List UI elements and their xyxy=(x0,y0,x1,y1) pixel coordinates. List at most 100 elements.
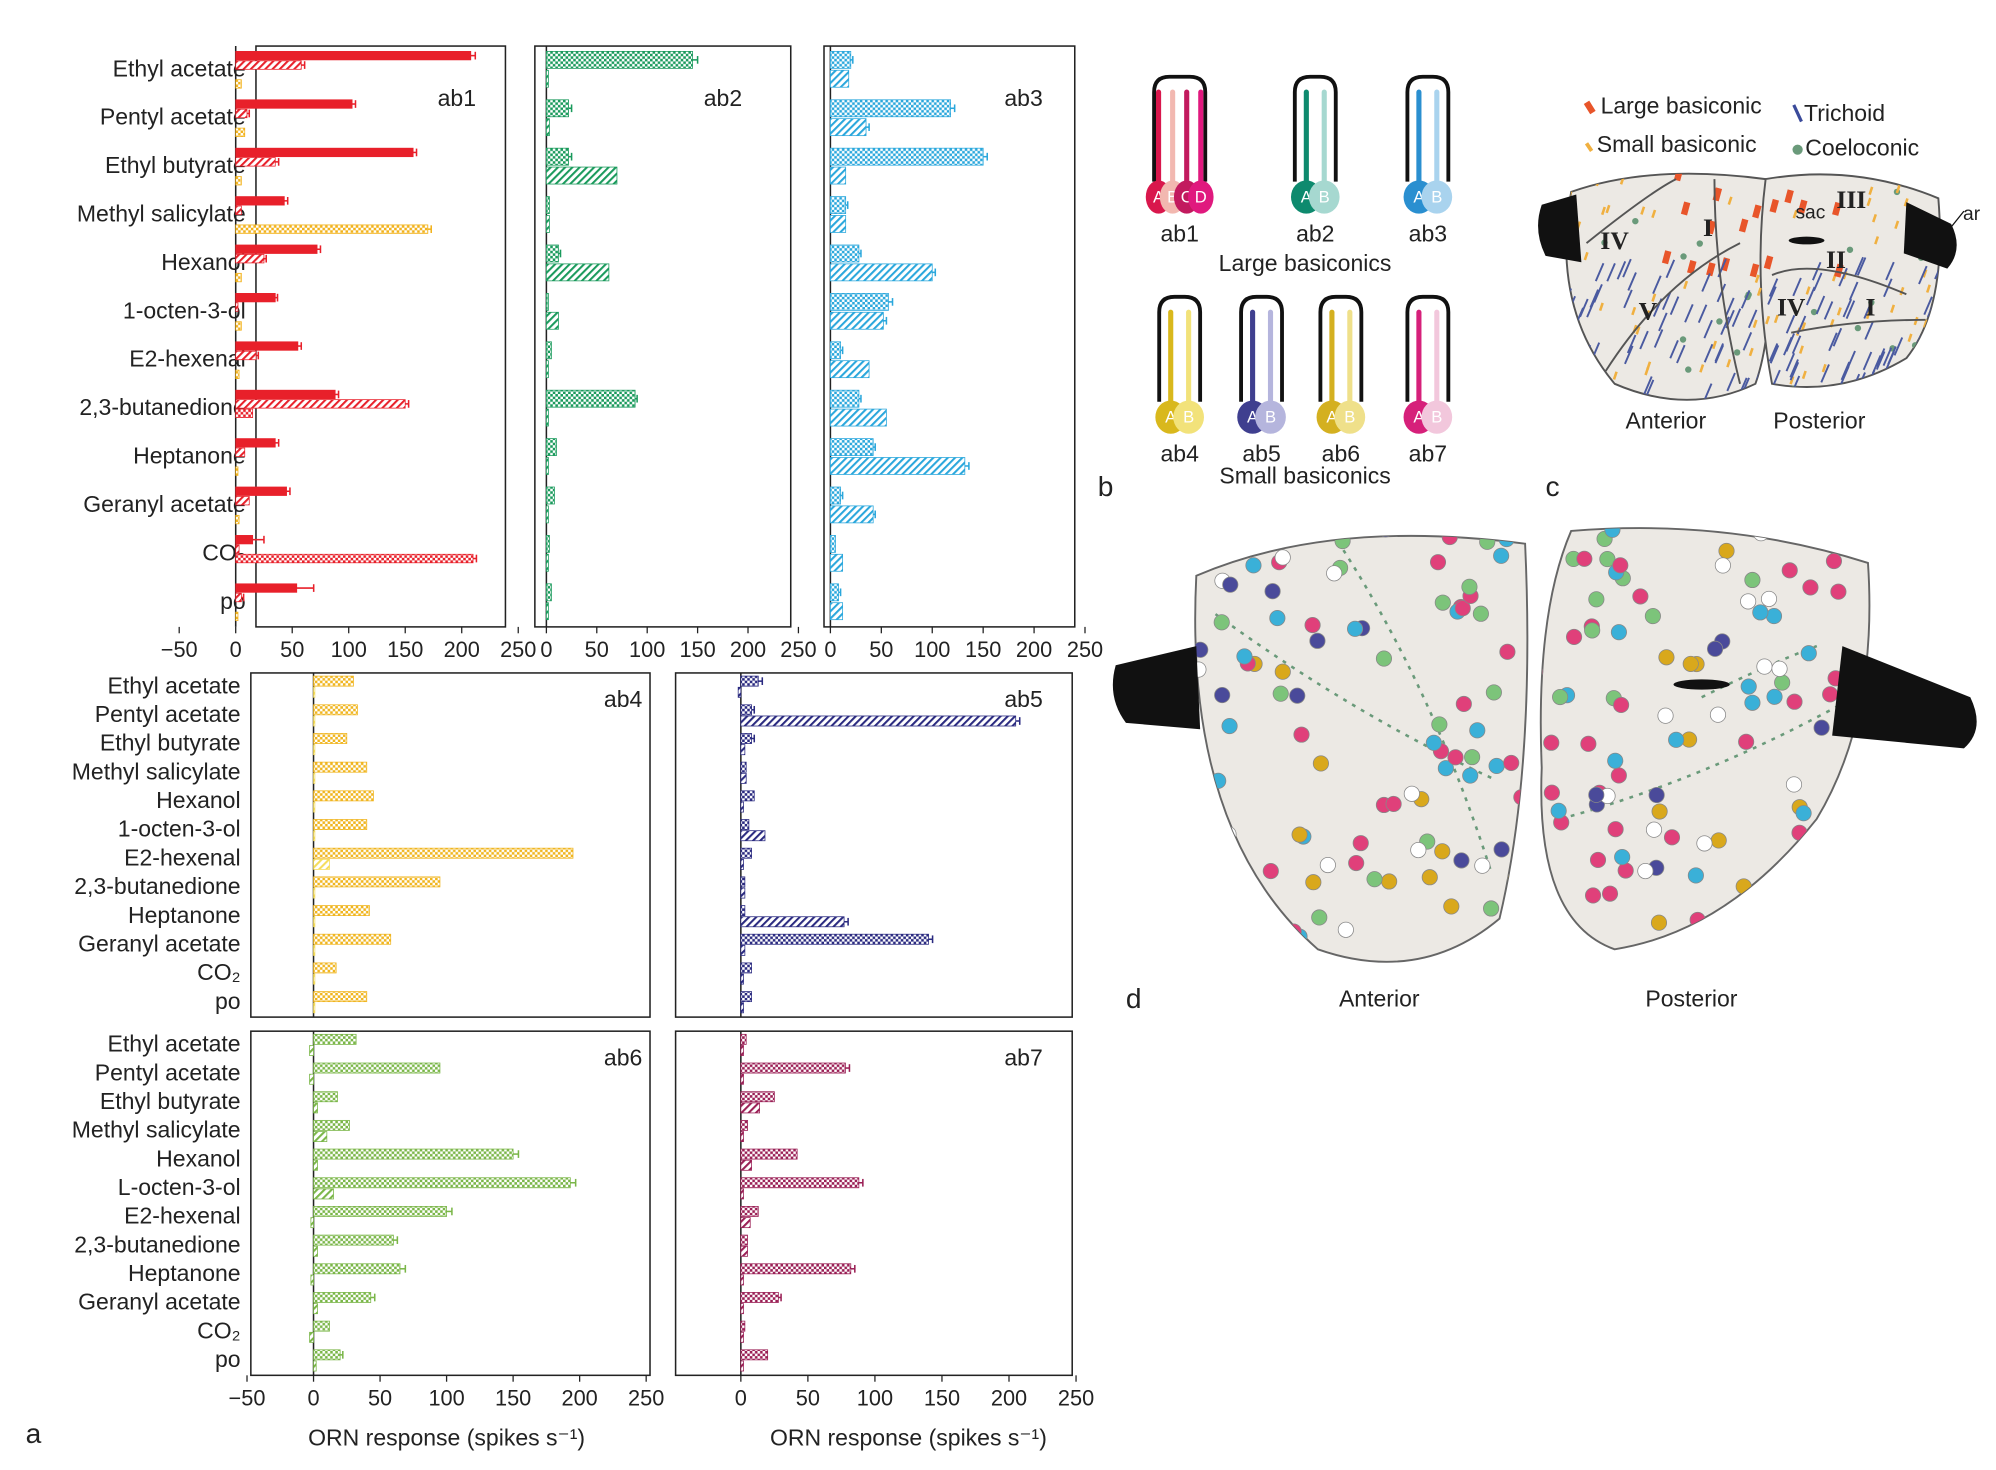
panel-label: b xyxy=(1098,471,1114,502)
x-tick-label: 250 xyxy=(500,637,536,662)
sensillum-wall xyxy=(1152,74,1208,182)
trichoid xyxy=(1658,312,1668,332)
trichoid xyxy=(1726,372,1736,392)
category-label: Ethyl acetate xyxy=(113,55,246,81)
sensillum-label: ab3 xyxy=(1409,220,1447,246)
dendrite xyxy=(1156,89,1162,198)
bar xyxy=(235,302,239,312)
x-tick-label: 250 xyxy=(628,1385,664,1410)
error-bar xyxy=(635,394,638,403)
error-bar xyxy=(845,1064,851,1072)
sensillum-dot xyxy=(1740,593,1757,610)
bar xyxy=(740,1159,752,1171)
bar xyxy=(235,369,240,379)
bar xyxy=(313,1148,514,1160)
bar xyxy=(740,858,744,870)
category-label: 2,3-butanedione xyxy=(74,873,240,899)
arista-base xyxy=(1832,646,1977,749)
small-basiconic xyxy=(1605,204,1611,214)
bar xyxy=(313,933,392,945)
dendrite xyxy=(1168,309,1174,418)
sensillum-dot xyxy=(1796,871,1813,888)
bar xyxy=(313,772,316,784)
sensillum-dot xyxy=(1744,571,1761,589)
bar xyxy=(313,962,337,974)
sensillum-dot xyxy=(1576,550,1593,567)
bar xyxy=(830,486,841,505)
bar xyxy=(740,1177,860,1189)
sensillum-dot xyxy=(1425,734,1442,751)
bar xyxy=(545,457,549,475)
small-basiconic xyxy=(1635,326,1641,335)
bar xyxy=(235,244,318,254)
bar xyxy=(545,69,549,88)
sensillum-dot xyxy=(1645,821,1663,838)
x-tick-label: 150 xyxy=(679,637,715,662)
small-basiconic xyxy=(1631,306,1637,316)
bar xyxy=(830,438,874,456)
sensillum-dot xyxy=(1648,786,1665,804)
sensillum-dot xyxy=(1513,789,1530,806)
panel-title: ab1 xyxy=(438,85,476,111)
trichoid xyxy=(1896,388,1906,400)
bar xyxy=(740,819,750,830)
error-bar xyxy=(840,346,844,355)
trichoid xyxy=(1697,304,1708,324)
error-bar xyxy=(858,1178,864,1187)
bar xyxy=(830,147,984,166)
bar xyxy=(740,1245,748,1257)
sensillum-dot xyxy=(1802,579,1819,596)
sensillum-dot xyxy=(1766,688,1783,705)
bar xyxy=(310,1217,314,1229)
sensillum-dot xyxy=(1765,608,1783,625)
small-basiconic xyxy=(1726,359,1732,368)
sensillum-dot xyxy=(1696,835,1713,852)
bar xyxy=(313,704,358,716)
trichoid xyxy=(1815,295,1826,315)
legend-label: Large basiconic xyxy=(1601,93,1762,119)
bar xyxy=(830,505,874,524)
antenna-sketch xyxy=(1538,100,1965,401)
bar xyxy=(830,166,847,185)
sensillum-dot xyxy=(1801,834,1818,851)
legend-mark xyxy=(1584,142,1594,153)
small-basiconic xyxy=(1583,251,1589,261)
error-bar xyxy=(840,491,844,500)
trichoid xyxy=(1703,343,1714,363)
sensillum-dot xyxy=(1461,578,1478,595)
bar xyxy=(830,602,844,621)
sensillum-dot xyxy=(1813,719,1830,736)
x-axis-label: ORN response (spikes s⁻¹) xyxy=(770,1424,1047,1450)
x-tick-label: 250 xyxy=(1067,637,1103,662)
small-basiconic xyxy=(1583,387,1589,397)
small-basiconic xyxy=(1699,364,1705,373)
bar xyxy=(235,496,250,506)
sensillum-dot xyxy=(1483,900,1500,917)
bar xyxy=(830,389,860,408)
sensillum-dot xyxy=(1674,930,1691,947)
bar xyxy=(313,1002,316,1014)
category-label: po xyxy=(215,1346,241,1372)
error-bar xyxy=(413,148,418,157)
x-tick-label: 200 xyxy=(562,1385,598,1410)
category-label: Heptanone xyxy=(128,1260,241,1286)
plot-frame xyxy=(255,45,507,628)
bar xyxy=(313,1062,441,1074)
category-label: Ethyl acetate xyxy=(108,1031,241,1057)
sensillum-label: ab5 xyxy=(1242,441,1280,467)
bar xyxy=(235,341,299,351)
bar xyxy=(740,1320,746,1332)
legend-label: Trichoid xyxy=(1804,100,1885,126)
sensillum-dot xyxy=(1738,733,1755,750)
sensillum-dot xyxy=(1588,591,1605,608)
trichoid xyxy=(1652,275,1662,295)
bar xyxy=(235,321,242,331)
neuron-label: B xyxy=(1431,188,1442,207)
trichoid xyxy=(1823,301,1834,320)
bar xyxy=(740,916,845,928)
sensillum-dot xyxy=(1347,620,1364,637)
trichoid xyxy=(1792,277,1802,297)
bar xyxy=(545,553,549,572)
small-basiconic xyxy=(1942,176,1945,184)
